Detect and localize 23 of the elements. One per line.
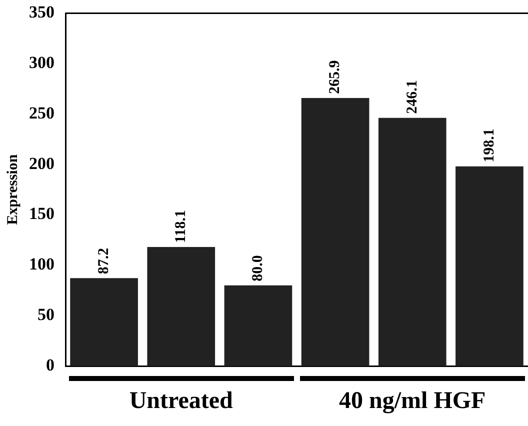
- y-tick-label: 50: [38, 304, 54, 324]
- y-axis-title: Expression: [4, 154, 21, 225]
- data-label: 80.0: [250, 255, 266, 282]
- bar: [378, 118, 446, 366]
- data-label: 246.1: [404, 80, 420, 114]
- data-label: 198.1: [481, 128, 498, 162]
- y-tick-label: 350: [29, 2, 54, 22]
- text: Untreated: [128, 388, 234, 415]
- text: 40 ng/ml HGF: [338, 388, 487, 415]
- y-tick-label: 250: [29, 103, 54, 122]
- y-tick-label: 100: [29, 254, 54, 274]
- data-label: 265.9: [327, 60, 344, 94]
- data-label: 118.1: [173, 210, 189, 243]
- bar: [70, 278, 138, 366]
- bar: [301, 98, 370, 366]
- y-tick-label: 200: [29, 154, 54, 173]
- y-tick-label: 300: [29, 52, 54, 72]
- data-label: 87.2: [96, 248, 112, 274]
- y-tick-label: 0: [46, 355, 54, 374]
- y-tick-label: 150: [29, 204, 54, 224]
- bar: [456, 166, 524, 366]
- bar: [147, 246, 216, 366]
- bar: [224, 285, 292, 366]
